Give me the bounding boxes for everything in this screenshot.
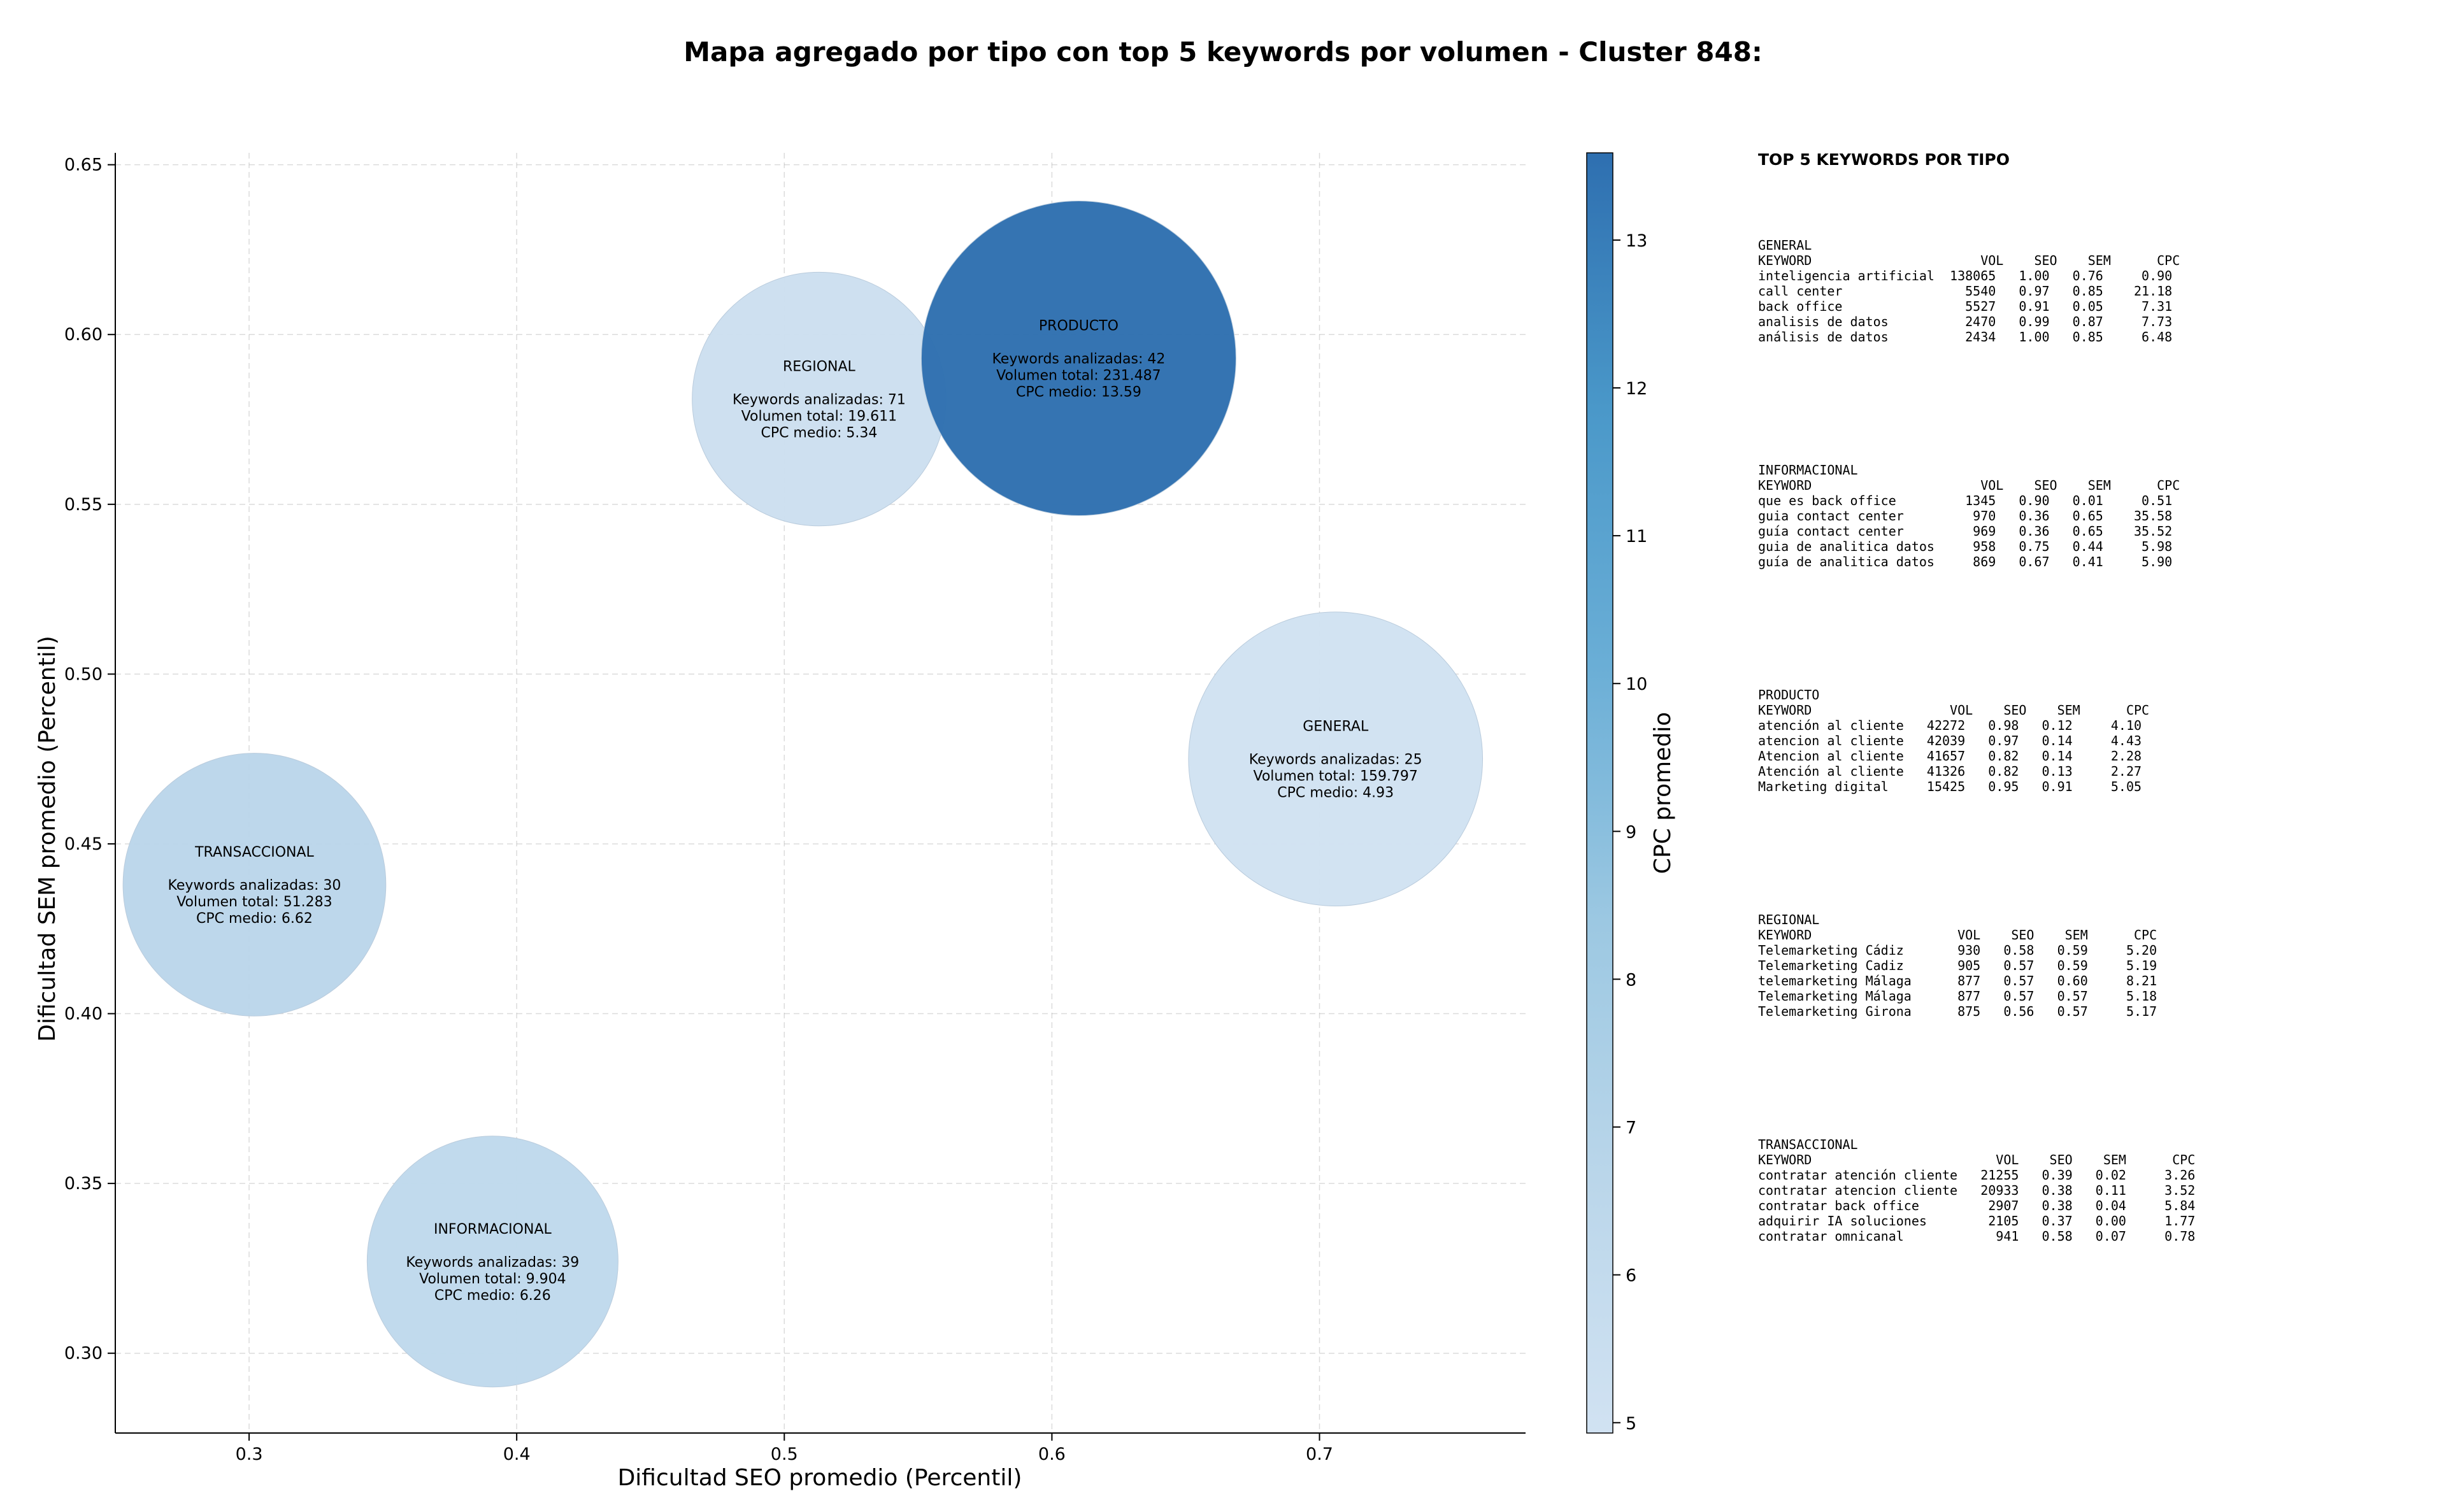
y-tick-label: 0.60: [64, 325, 103, 345]
block-spacer: [1758, 345, 2433, 462]
chart-title: Mapa agregado por tipo con top 5 keyword…: [683, 36, 1763, 68]
colorbar-tick-label: 11: [1626, 527, 1647, 546]
colorbar-tick-label: 6: [1626, 1266, 1636, 1286]
colorbar-tick-label: 5: [1626, 1414, 1636, 1434]
bubble-general: [1188, 611, 1484, 907]
keywords-blocks: GENERAL KEYWORD VOL SEO SEM CPC intelige…: [1758, 238, 2433, 1244]
bubble-producto: [920, 201, 1236, 517]
bubble-stat-line: Volumen total: 9.904: [419, 1271, 566, 1287]
keywords-panel: TOP 5 KEYWORDS POR TIPO GENERAL KEYWORD …: [1758, 150, 2433, 1244]
colorbar-tick-label: 13: [1626, 231, 1647, 251]
block-spacer: [1758, 569, 2433, 687]
y-tick-label: 0.30: [64, 1344, 103, 1364]
bubble-stat-line: CPC medio: 5.34: [761, 425, 877, 441]
colorbar-gradient: [1586, 152, 1613, 1434]
bubble-stat-line: Keywords analizadas: 30: [168, 878, 341, 894]
bubble-informacional: [366, 1136, 619, 1388]
y-tick-label: 0.55: [64, 495, 103, 515]
bubble-stat-line: CPC medio: 13.59: [1016, 385, 1141, 401]
colorbar-tick-label: 8: [1626, 970, 1636, 990]
colorbar-label: CPC promedio: [1650, 712, 1676, 874]
bubble-label-transaccional: TRANSACCIONAL: [194, 845, 314, 860]
axes: 0.3 0.4 0.5 0.6 0.7 0.30 0.35 0.40 0.45 0.50 0.55 0…: [64, 153, 1526, 1464]
x-axis-label: Dificultad SEO promedio (Percentil): [618, 1465, 1022, 1491]
bubble-stat-line: Volumen total: 19.611: [741, 409, 897, 425]
y-tick-label: 0.65: [64, 155, 103, 175]
keywords-panel-title: TOP 5 KEYWORDS POR TIPO: [1758, 150, 2010, 169]
colorbar-tick-label: 12: [1626, 379, 1647, 399]
y-tick-label: 0.35: [64, 1174, 103, 1194]
bubble-stat-line: Keywords analizadas: 71: [733, 392, 906, 408]
bubble-transaccional: [122, 753, 387, 1016]
y-axis-label: Dificultad SEM promedio (Percentil): [34, 636, 61, 1042]
bubble-label-general: GENERAL: [1303, 719, 1369, 735]
bubble-stat-line: CPC medio: 4.93: [1277, 785, 1394, 801]
bubble-stat-line: Volumen total: 159.797: [1253, 769, 1417, 785]
keyword-table-producto: PRODUCTO KEYWORD VOL SEO SEM CPC atenció…: [1758, 687, 2150, 794]
bubble-stat-line: Keywords analizadas: 39: [406, 1255, 579, 1271]
bubble-stat-line: CPC medio: 6.26: [434, 1288, 551, 1304]
bubble-label-producto: PRODUCTO: [1039, 318, 1119, 334]
bubble-stat-line: Volumen total: 51.283: [176, 894, 332, 910]
x-tick-label: 0.3: [236, 1444, 263, 1464]
block-spacer: [1758, 794, 2433, 912]
bubble-stat-line: Volumen total: 231.487: [996, 368, 1161, 384]
x-tick-label: 0.6: [1038, 1444, 1066, 1464]
x-tick-label: 0.7: [1306, 1444, 1333, 1464]
x-tick-label: 0.4: [503, 1444, 531, 1464]
bubble-stat-line: CPC medio: 6.62: [196, 911, 313, 927]
bubble-stat-line: Keywords analizadas: 25: [1249, 752, 1422, 768]
block-spacer: [1758, 1019, 2433, 1137]
colorbar-tick-label: 9: [1626, 822, 1636, 842]
x-tick-label: 0.5: [771, 1444, 798, 1464]
keyword-table-informacional: INFORMACIONAL KEYWORD VOL SEO SEM CPC qu…: [1758, 462, 2180, 569]
y-tick-label: 0.40: [64, 1004, 103, 1024]
bubble-label-regional: REGIONAL: [783, 359, 856, 375]
bubble-stat-line: Keywords analizadas: 42: [992, 352, 1165, 367]
colorbar: 5 6 7 8 9 10 11 12 13: [1586, 152, 1647, 1434]
bubble-label-informacional: INFORMACIONAL: [434, 1222, 552, 1237]
keyword-table-regional: REGIONAL KEYWORD VOL SEO SEM CPC Telemar…: [1758, 912, 2157, 1019]
colorbar-tick-label: 7: [1626, 1118, 1636, 1138]
y-tick-label: 0.45: [64, 834, 103, 854]
keyword-table-transaccional: TRANSACCIONAL KEYWORD VOL SEO SEM CPC co…: [1758, 1137, 2196, 1244]
y-tick-label: 0.50: [64, 664, 103, 684]
colorbar-tick-label: 10: [1626, 674, 1647, 694]
keyword-table-general: GENERAL KEYWORD VOL SEO SEM CPC intelige…: [1758, 238, 2180, 345]
